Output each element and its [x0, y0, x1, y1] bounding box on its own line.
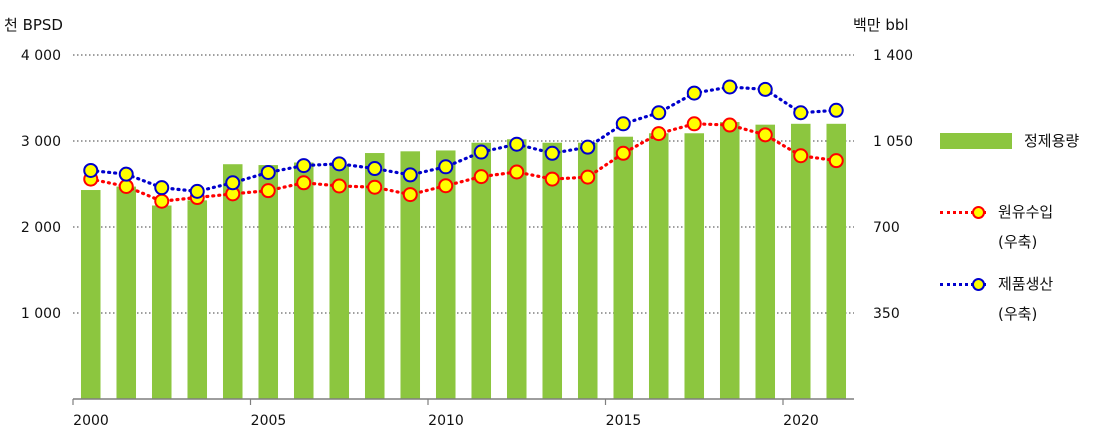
- point-crude-import: [580, 169, 596, 185]
- right-axis-unit: 백만 bbl: [853, 16, 909, 34]
- bar-capacity: [648, 133, 669, 399]
- point-product-output: [544, 145, 560, 161]
- point-product-output: [615, 116, 631, 132]
- bar-capacity: [187, 200, 208, 399]
- point-product-output: [651, 105, 667, 121]
- bar-capacity: [80, 190, 101, 399]
- bar-capacity: [684, 133, 705, 399]
- x-tick-label: 2015: [606, 413, 642, 429]
- legend-blue-line-icon: [940, 274, 986, 294]
- legend-item-crude-import: 원유수입 (우축): [940, 199, 1053, 255]
- right-tick-label: 700: [873, 220, 900, 236]
- bar-capacity: [613, 136, 634, 399]
- point-product-output: [509, 136, 525, 152]
- point-product-output: [793, 105, 809, 121]
- legend-red-line-icon: [940, 202, 986, 222]
- line-product-output: [89, 85, 838, 193]
- point-crude-import: [722, 117, 738, 133]
- point-product-output: [296, 158, 312, 174]
- legend-label-capacity: 정제용량: [1024, 132, 1080, 150]
- point-crude-import: [367, 179, 383, 195]
- point-product-output: [438, 159, 454, 175]
- point-product-output: [580, 139, 596, 155]
- bar-capacity: [435, 150, 456, 399]
- line-series: [83, 79, 844, 209]
- line-crude-import: [89, 122, 838, 203]
- legend-bar-swatch: [940, 133, 1012, 149]
- point-crude-import: [296, 175, 312, 191]
- point-product-output: [83, 162, 99, 178]
- axis-tick-labels: 4 000 1 400 3 000 1 050 2 000 700 1 000 350 2000…: [21, 48, 913, 429]
- bar-capacity: [506, 139, 527, 399]
- bar-capacity: [116, 186, 137, 399]
- point-product-output: [367, 161, 383, 177]
- left-tick-label: 1 000: [21, 306, 61, 322]
- bar-capacity: [790, 123, 811, 400]
- point-product-output: [260, 164, 276, 180]
- point-crude-import: [651, 126, 667, 142]
- point-product-output: [828, 102, 844, 118]
- bar-capacity: [826, 123, 847, 400]
- point-crude-import: [331, 178, 347, 194]
- point-crude-import: [686, 116, 702, 132]
- point-crude-import: [118, 178, 134, 194]
- x-tick-label: 2010: [428, 413, 464, 429]
- point-crude-import: [154, 193, 170, 209]
- bar-capacity: [329, 165, 350, 399]
- point-crude-import: [438, 178, 454, 194]
- x-tick-label: 2005: [251, 413, 287, 429]
- point-crude-import: [828, 153, 844, 169]
- bar-capacity: [293, 162, 314, 399]
- point-product-output: [722, 79, 738, 95]
- bar-capacity: [755, 124, 776, 399]
- left-tick-label: 4 000: [21, 48, 61, 64]
- refining-capacity-bars: [80, 122, 847, 400]
- bar-capacity: [364, 153, 385, 399]
- legend-label-product-output: 제품생산: [998, 275, 1054, 293]
- bar-capacity: [577, 142, 598, 399]
- legend-sub-product-output: (우축): [998, 305, 1038, 323]
- left-tick-label: 3 000: [21, 134, 61, 150]
- point-crude-import: [544, 171, 560, 187]
- point-crude-import: [509, 164, 525, 180]
- point-product-output: [189, 183, 205, 199]
- legend-item-capacity: 정제용량: [940, 128, 1079, 154]
- right-tick-label: 350: [873, 306, 900, 322]
- bar-capacity: [719, 122, 740, 399]
- point-product-output: [473, 144, 489, 160]
- right-tick-label: 1 400: [873, 48, 913, 64]
- left-axis-unit: 천 BPSD: [4, 16, 63, 34]
- legend-item-product-output: 제품생산 (우축): [940, 271, 1053, 327]
- point-crude-import: [402, 187, 418, 203]
- point-product-output: [757, 81, 773, 97]
- legend-label-crude-import: 원유수입: [998, 203, 1054, 221]
- point-crude-import: [615, 145, 631, 161]
- legend: 정제용량 원유수입 (우축) 제품생산 (우축): [940, 0, 1118, 440]
- bar-capacity: [400, 151, 421, 399]
- x-tick-label: 2000: [73, 413, 109, 429]
- point-crude-import: [757, 127, 773, 143]
- point-crude-import: [793, 148, 809, 164]
- bar-capacity: [151, 205, 172, 399]
- bar-capacity: [542, 142, 563, 399]
- point-product-output: [402, 167, 418, 183]
- legend-sub-crude-import: (우축): [998, 233, 1038, 251]
- point-product-output: [118, 166, 134, 182]
- x-tick-label: 2020: [783, 413, 819, 429]
- point-product-output: [154, 180, 170, 196]
- point-product-output: [686, 85, 702, 101]
- right-tick-label: 1 050: [873, 134, 913, 150]
- bar-capacity: [258, 165, 279, 399]
- bar-capacity: [222, 164, 243, 399]
- point-crude-import: [260, 183, 276, 199]
- bar-capacity: [471, 142, 492, 399]
- point-product-output: [225, 175, 241, 191]
- point-crude-import: [473, 169, 489, 185]
- point-product-output: [331, 156, 347, 172]
- left-tick-label: 2 000: [21, 220, 61, 236]
